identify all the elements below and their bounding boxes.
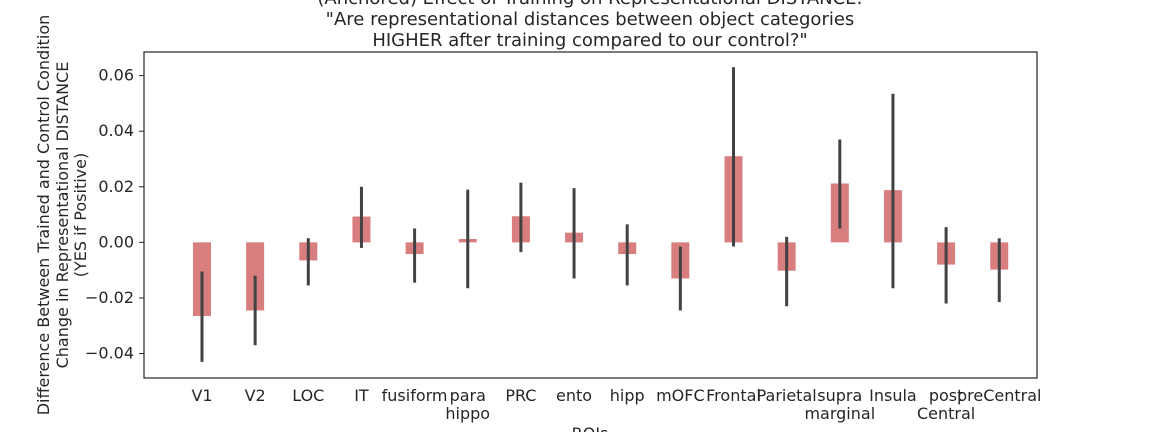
- y-tick-label: 0.00: [98, 232, 134, 251]
- x-tick-label: preCentral: [957, 386, 1041, 405]
- x-tick-label: IT: [354, 386, 369, 405]
- y-axis-label-line: Change in Representational DISTANCE: [53, 62, 72, 369]
- y-tick-label: −0.02: [85, 288, 134, 307]
- y-tick-label: 0.04: [98, 121, 134, 140]
- y-tick-label: 0.02: [98, 177, 134, 196]
- x-tick-label: Frontal: [706, 386, 761, 405]
- chart-title-line: (Anchored) Effect of Training on Represe…: [317, 0, 862, 9]
- x-tick-label: mOFC: [656, 386, 705, 405]
- plot-area: 0.06 0.04 0.02 0.00 −0.02 −0.04 V1 V2 LOC IT fusif…: [85, 66, 1042, 423]
- x-tick-label: V1: [191, 386, 212, 405]
- x-tick-label: ento: [556, 386, 592, 405]
- y-tick-label: −0.04: [85, 344, 134, 363]
- x-tick-label: para hippo: [445, 386, 490, 423]
- y-axis-label: Difference Between Trained and Control C…: [34, 15, 90, 416]
- chart-title-line: "Are representational distances between …: [326, 9, 855, 30]
- x-tick-label: LOC: [292, 386, 324, 405]
- chart-title: (Anchored) Effect of Training on Represe…: [317, 0, 862, 51]
- x-tick-label: Insula: [869, 386, 917, 405]
- x-axis-label: ROIs: [572, 424, 609, 432]
- x-tick-label: supra marginal: [804, 386, 875, 423]
- y-tick-label: 0.06: [98, 66, 134, 85]
- x-tick-label: post Central: [917, 386, 975, 423]
- x-tick-label: Parietal: [757, 386, 817, 405]
- x-tick-label: fusiform: [382, 386, 448, 405]
- y-axis-label-line: (YES if Positive): [71, 153, 90, 277]
- y-axis-label-line: Difference Between Trained and Control C…: [34, 15, 53, 416]
- x-tick-label: hipp: [610, 386, 645, 405]
- x-tick-label: V2: [245, 386, 266, 405]
- x-tick-label: PRC: [505, 386, 536, 405]
- plot-frame: [143, 51, 1038, 379]
- chart-title-line: HIGHER after training compared to our co…: [372, 30, 807, 51]
